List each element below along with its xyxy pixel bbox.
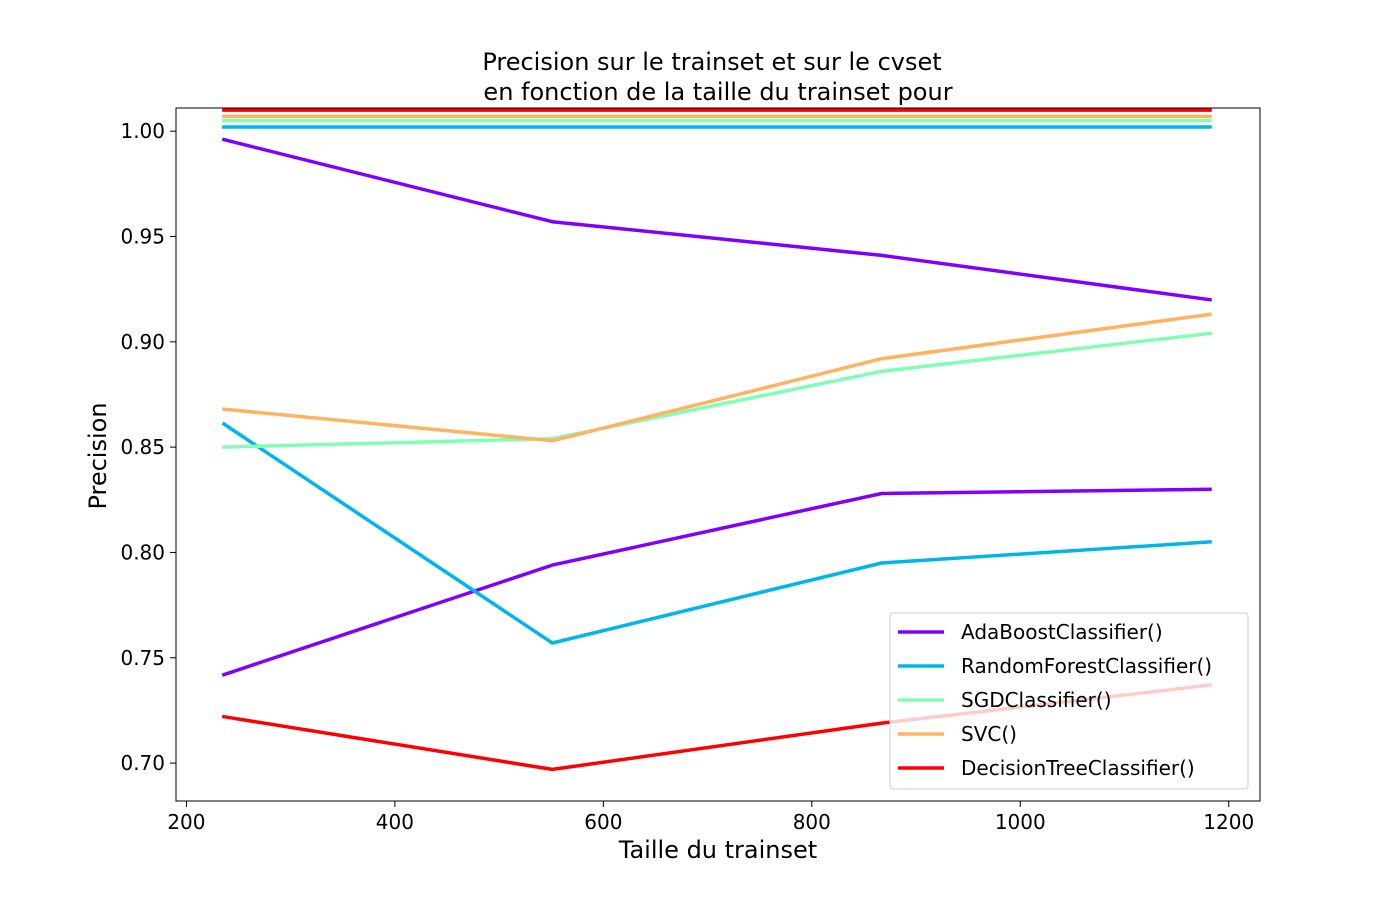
y-axis: 0.70 0.75 0.80 0.85 0.90 0.95 1.00 <box>120 119 176 775</box>
x-tick-label: 200 <box>167 810 205 834</box>
y-tick-label: 0.90 <box>120 330 165 354</box>
y-tick-label: 0.70 <box>120 751 165 775</box>
legend-label: SGDClassifier() <box>961 688 1112 712</box>
legend-label: DecisionTreeClassifier() <box>961 756 1195 780</box>
y-tick-label: 0.80 <box>120 540 165 564</box>
y-tick-label: 0.95 <box>120 224 165 248</box>
y-axis-label: Precision <box>84 402 112 509</box>
series-line-cv-1 <box>221 421 1212 645</box>
x-tick-label: 800 <box>793 810 831 834</box>
y-tick-label: 0.75 <box>120 646 165 670</box>
series-line-cv-0 <box>221 487 1212 677</box>
series-line-train-0 <box>221 137 1212 302</box>
x-tick-label: 1000 <box>995 810 1046 834</box>
x-axis-label: Taille du trainset <box>618 836 817 864</box>
legend-label: AdaBoostClassifier() <box>961 620 1163 644</box>
x-tick-label: 400 <box>376 810 414 834</box>
legend: AdaBoostClassifier() RandomForestClassifi… <box>889 612 1249 790</box>
plot-frame <box>175 107 1261 802</box>
y-tick-label: 0.85 <box>120 435 165 459</box>
chart-title-line-2: en fonction de la taille du trainset pou… <box>483 78 952 106</box>
x-tick-label: 600 <box>584 810 622 834</box>
series-line-cv-3 <box>221 312 1212 443</box>
legend-label: SVC() <box>961 722 1017 746</box>
y-tick-label: 1.00 <box>120 119 165 143</box>
series-line-cv-2 <box>222 331 1212 449</box>
x-axis: 200 400 600 800 1000 1200 <box>167 801 1254 834</box>
legend-frame <box>889 612 1249 790</box>
chart-title-line-1: Precision sur le trainset et sur le cvse… <box>482 48 941 76</box>
legend-label: RandomForestClassifier() <box>961 654 1212 678</box>
x-tick-label: 1200 <box>1203 810 1254 834</box>
